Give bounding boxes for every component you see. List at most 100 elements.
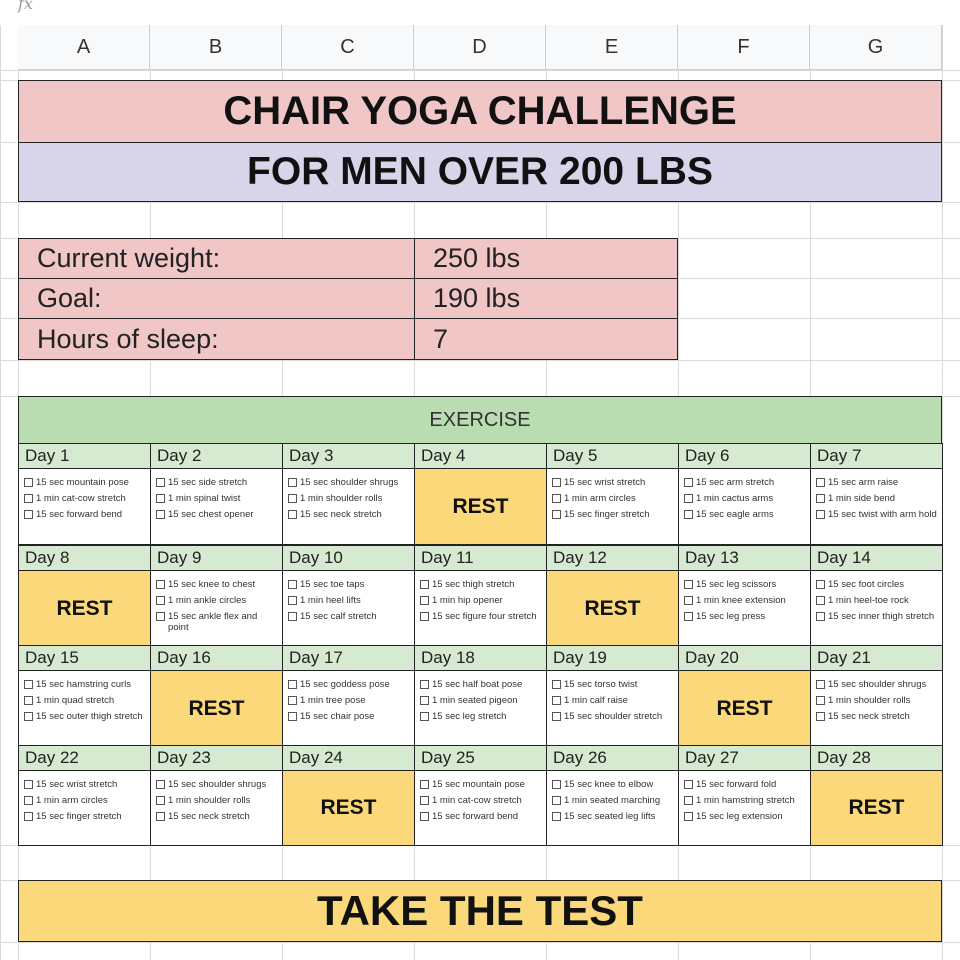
exercise-text: 15 sec outer thigh stretch bbox=[36, 711, 143, 722]
checkbox-icon[interactable] bbox=[684, 478, 693, 487]
checkbox-icon[interactable] bbox=[156, 580, 165, 589]
checkbox-icon[interactable] bbox=[24, 510, 33, 519]
column-header-b[interactable]: B bbox=[150, 25, 282, 70]
checkbox-icon[interactable] bbox=[816, 612, 825, 621]
rest-day-cell[interactable]: REST bbox=[678, 670, 811, 747]
checkbox-icon[interactable] bbox=[156, 494, 165, 503]
checkbox-icon[interactable] bbox=[288, 478, 297, 487]
checkbox-icon[interactable] bbox=[156, 596, 165, 605]
title-cell[interactable]: CHAIR YOGA CHALLENGE bbox=[18, 80, 942, 143]
checkbox-icon[interactable] bbox=[684, 812, 693, 821]
exercise-header[interactable]: EXERCISE bbox=[18, 396, 942, 444]
exercise-item: 15 sec toe taps bbox=[288, 579, 364, 590]
checkbox-icon[interactable] bbox=[684, 580, 693, 589]
checkbox-icon[interactable] bbox=[684, 796, 693, 805]
checkbox-icon[interactable] bbox=[288, 596, 297, 605]
checkbox-icon[interactable] bbox=[816, 494, 825, 503]
subtitle-cell[interactable]: FOR MEN OVER 200 LBS bbox=[18, 142, 942, 202]
exercise-cell: 15 sec arm raise 1 min side bend 15 sec tw… bbox=[810, 468, 943, 545]
checkbox-icon[interactable] bbox=[684, 494, 693, 503]
checkbox-icon[interactable] bbox=[288, 680, 297, 689]
checkbox-icon[interactable] bbox=[156, 812, 165, 821]
exercise-item: 15 sec chair pose bbox=[288, 711, 374, 722]
checkbox-icon[interactable] bbox=[288, 580, 297, 589]
stat-value[interactable]: 7 bbox=[414, 318, 678, 360]
exercise-item: 1 min seated pigeon bbox=[420, 695, 518, 706]
checkbox-icon[interactable] bbox=[552, 796, 561, 805]
column-header-e[interactable]: E bbox=[546, 25, 678, 70]
checkbox-icon[interactable] bbox=[288, 712, 297, 721]
exercise-item: 1 min shoulder rolls bbox=[288, 493, 382, 504]
stat-label: Goal: bbox=[18, 278, 415, 319]
checkbox-icon[interactable] bbox=[420, 680, 429, 689]
checkbox-icon[interactable] bbox=[156, 796, 165, 805]
rest-day-cell[interactable]: REST bbox=[18, 570, 151, 647]
take-the-test-button[interactable]: TAKE THE TEST bbox=[18, 880, 942, 942]
checkbox-icon[interactable] bbox=[816, 478, 825, 487]
rest-day-cell[interactable]: REST bbox=[414, 468, 547, 545]
checkbox-icon[interactable] bbox=[156, 612, 165, 621]
exercise-cell: 15 sec torso twist 1 min calf raise 15 sec… bbox=[546, 670, 679, 747]
checkbox-icon[interactable] bbox=[288, 494, 297, 503]
day-label: Day 26 bbox=[546, 745, 679, 771]
checkbox-icon[interactable] bbox=[420, 612, 429, 621]
checkbox-icon[interactable] bbox=[288, 696, 297, 705]
checkbox-icon[interactable] bbox=[24, 494, 33, 503]
checkbox-icon[interactable] bbox=[816, 680, 825, 689]
checkbox-icon[interactable] bbox=[24, 478, 33, 487]
checkbox-icon[interactable] bbox=[156, 780, 165, 789]
checkbox-icon[interactable] bbox=[816, 510, 825, 519]
checkbox-icon[interactable] bbox=[24, 812, 33, 821]
exercise-item: 1 min cat-cow stretch bbox=[420, 795, 522, 806]
checkbox-icon[interactable] bbox=[24, 780, 33, 789]
checkbox-icon[interactable] bbox=[420, 712, 429, 721]
checkbox-icon[interactable] bbox=[420, 596, 429, 605]
checkbox-icon[interactable] bbox=[156, 510, 165, 519]
checkbox-icon[interactable] bbox=[684, 596, 693, 605]
checkbox-icon[interactable] bbox=[816, 712, 825, 721]
checkbox-icon[interactable] bbox=[552, 712, 561, 721]
rest-day-cell[interactable]: REST bbox=[546, 570, 679, 647]
exercise-text: 15 sec toe taps bbox=[300, 579, 365, 590]
checkbox-icon[interactable] bbox=[156, 478, 165, 487]
checkbox-icon[interactable] bbox=[24, 680, 33, 689]
checkbox-icon[interactable] bbox=[552, 680, 561, 689]
checkbox-icon[interactable] bbox=[24, 712, 33, 721]
checkbox-icon[interactable] bbox=[552, 696, 561, 705]
checkbox-icon[interactable] bbox=[816, 696, 825, 705]
checkbox-icon[interactable] bbox=[552, 494, 561, 503]
exercise-text: 15 sec goddess pose bbox=[300, 679, 390, 690]
rest-day-cell[interactable]: REST bbox=[150, 670, 283, 747]
checkbox-icon[interactable] bbox=[24, 696, 33, 705]
checkbox-icon[interactable] bbox=[420, 580, 429, 589]
checkbox-icon[interactable] bbox=[816, 580, 825, 589]
checkbox-icon[interactable] bbox=[816, 596, 825, 605]
checkbox-icon[interactable] bbox=[24, 796, 33, 805]
exercise-text: 15 sec twist with arm hold bbox=[828, 509, 937, 520]
rest-day-cell[interactable]: REST bbox=[810, 770, 943, 846]
checkbox-icon[interactable] bbox=[552, 478, 561, 487]
checkbox-icon[interactable] bbox=[420, 780, 429, 789]
exercise-text: 15 sec mountain pose bbox=[432, 779, 525, 790]
column-header-c[interactable]: C bbox=[282, 25, 414, 70]
column-header-d[interactable]: D bbox=[414, 25, 546, 70]
rest-day-cell[interactable]: REST bbox=[282, 770, 415, 846]
checkbox-icon[interactable] bbox=[684, 780, 693, 789]
column-header-g[interactable]: G bbox=[810, 25, 942, 70]
stat-value[interactable]: 190 lbs bbox=[414, 278, 678, 319]
checkbox-icon[interactable] bbox=[288, 612, 297, 621]
exercise-item: 15 sec twist with arm hold bbox=[816, 509, 937, 520]
checkbox-icon[interactable] bbox=[684, 510, 693, 519]
checkbox-icon[interactable] bbox=[552, 812, 561, 821]
column-header-f[interactable]: F bbox=[678, 25, 810, 70]
stat-value[interactable]: 250 lbs bbox=[414, 238, 678, 279]
checkbox-icon[interactable] bbox=[288, 510, 297, 519]
exercise-text: 15 sec knee to elbow bbox=[564, 779, 654, 790]
column-header-a[interactable]: A bbox=[18, 25, 150, 70]
checkbox-icon[interactable] bbox=[684, 612, 693, 621]
checkbox-icon[interactable] bbox=[420, 796, 429, 805]
checkbox-icon[interactable] bbox=[420, 696, 429, 705]
checkbox-icon[interactable] bbox=[420, 812, 429, 821]
checkbox-icon[interactable] bbox=[552, 510, 561, 519]
checkbox-icon[interactable] bbox=[552, 780, 561, 789]
